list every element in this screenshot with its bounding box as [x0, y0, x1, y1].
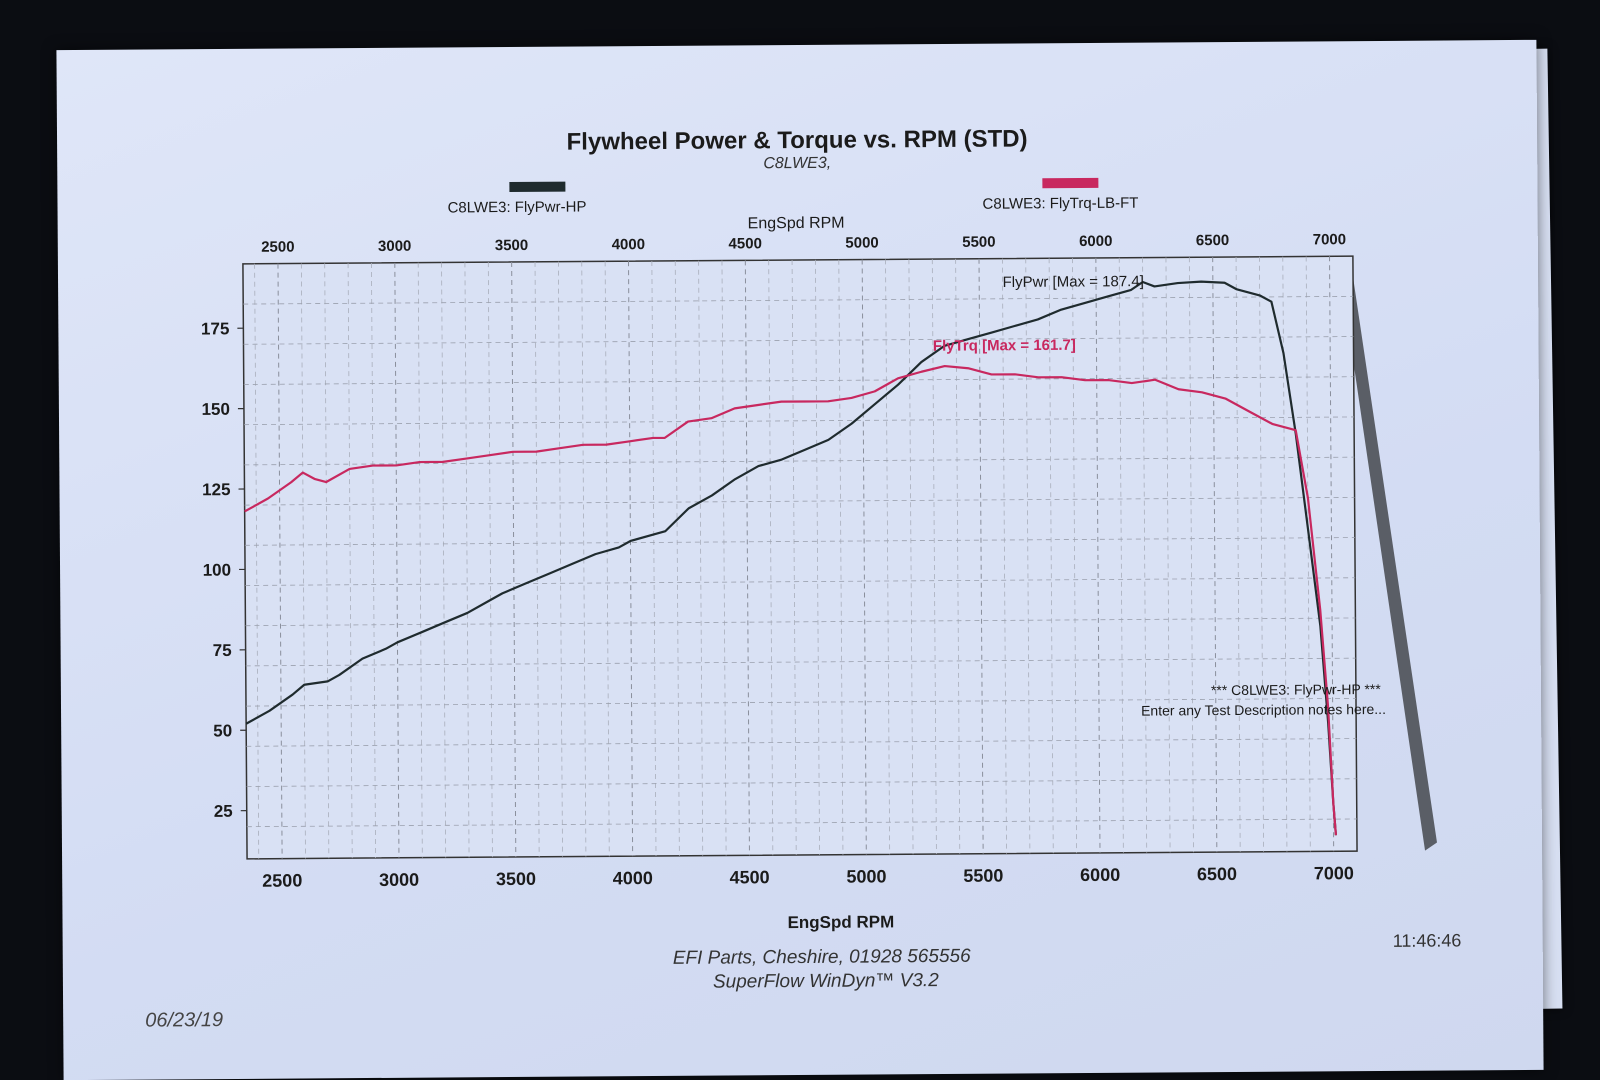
y-tick-label: 100 [203, 561, 232, 580]
y-tick-label: 150 [201, 400, 230, 419]
print-date: 06/23/19 [145, 1009, 223, 1033]
x-tick-label: 7000 [1314, 863, 1354, 883]
x-tick-label-top: 5000 [845, 234, 878, 251]
dyno-printout: Flywheel Power & Torque vs. RPM (STD) C8… [56, 40, 1543, 1080]
y-tick-label: 175 [201, 319, 230, 338]
y-tick-label: 50 [213, 721, 232, 740]
dyno-chart: 2500 2500 3000 3000 3500 3500 4000 4000 4500 4500… [56, 40, 1543, 1050]
x-tick-label-top: 5500 [962, 234, 995, 251]
x-tick-label: 3500 [496, 869, 536, 889]
x-tick-label: 2500 [262, 870, 302, 890]
footer-company: EFI Parts, Cheshire, 01928 565556 [673, 946, 971, 970]
y-tick-label: 75 [213, 641, 232, 660]
test-note-description: Enter any Test Description notes here... [1141, 701, 1386, 719]
x-tick-label: 6500 [1197, 864, 1237, 884]
x-tick-label-top: 6000 [1079, 233, 1112, 250]
x-tick-label: 5000 [846, 866, 886, 886]
x-tick-label-top: 6500 [1196, 232, 1229, 249]
test-note-title: *** C8LWE3: FlyPwr-HP *** [1211, 681, 1381, 698]
x-tick-label: 6000 [1080, 865, 1120, 885]
x-tick-label-top: 2500 [261, 239, 294, 256]
x-tick-label: 3000 [379, 870, 419, 890]
y-tick-label: 125 [202, 480, 231, 499]
annotation-power-max: FlyPwr [Max = 187.4] [1002, 273, 1143, 291]
plot-area [243, 256, 1357, 859]
x-tick-label-top: 3500 [495, 237, 528, 254]
x-tick-label: 4000 [613, 868, 653, 888]
x-tick-label-top: 7000 [1313, 231, 1346, 248]
print-time: 11:46:46 [1393, 930, 1462, 951]
x-tick-label: 5500 [963, 866, 1003, 886]
x-tick-label-top: 3000 [378, 238, 411, 255]
x-tick-label: 4500 [730, 867, 770, 887]
footer-software: SuperFlow WinDyn™ V3.2 [713, 970, 939, 994]
x-tick-label-top: 4500 [728, 235, 761, 252]
x-tick-label-top: 4000 [612, 236, 645, 253]
y-tick-label: 25 [214, 802, 233, 821]
annotation-torque-max: FlyTrq [Max = 161.7] [933, 337, 1076, 355]
